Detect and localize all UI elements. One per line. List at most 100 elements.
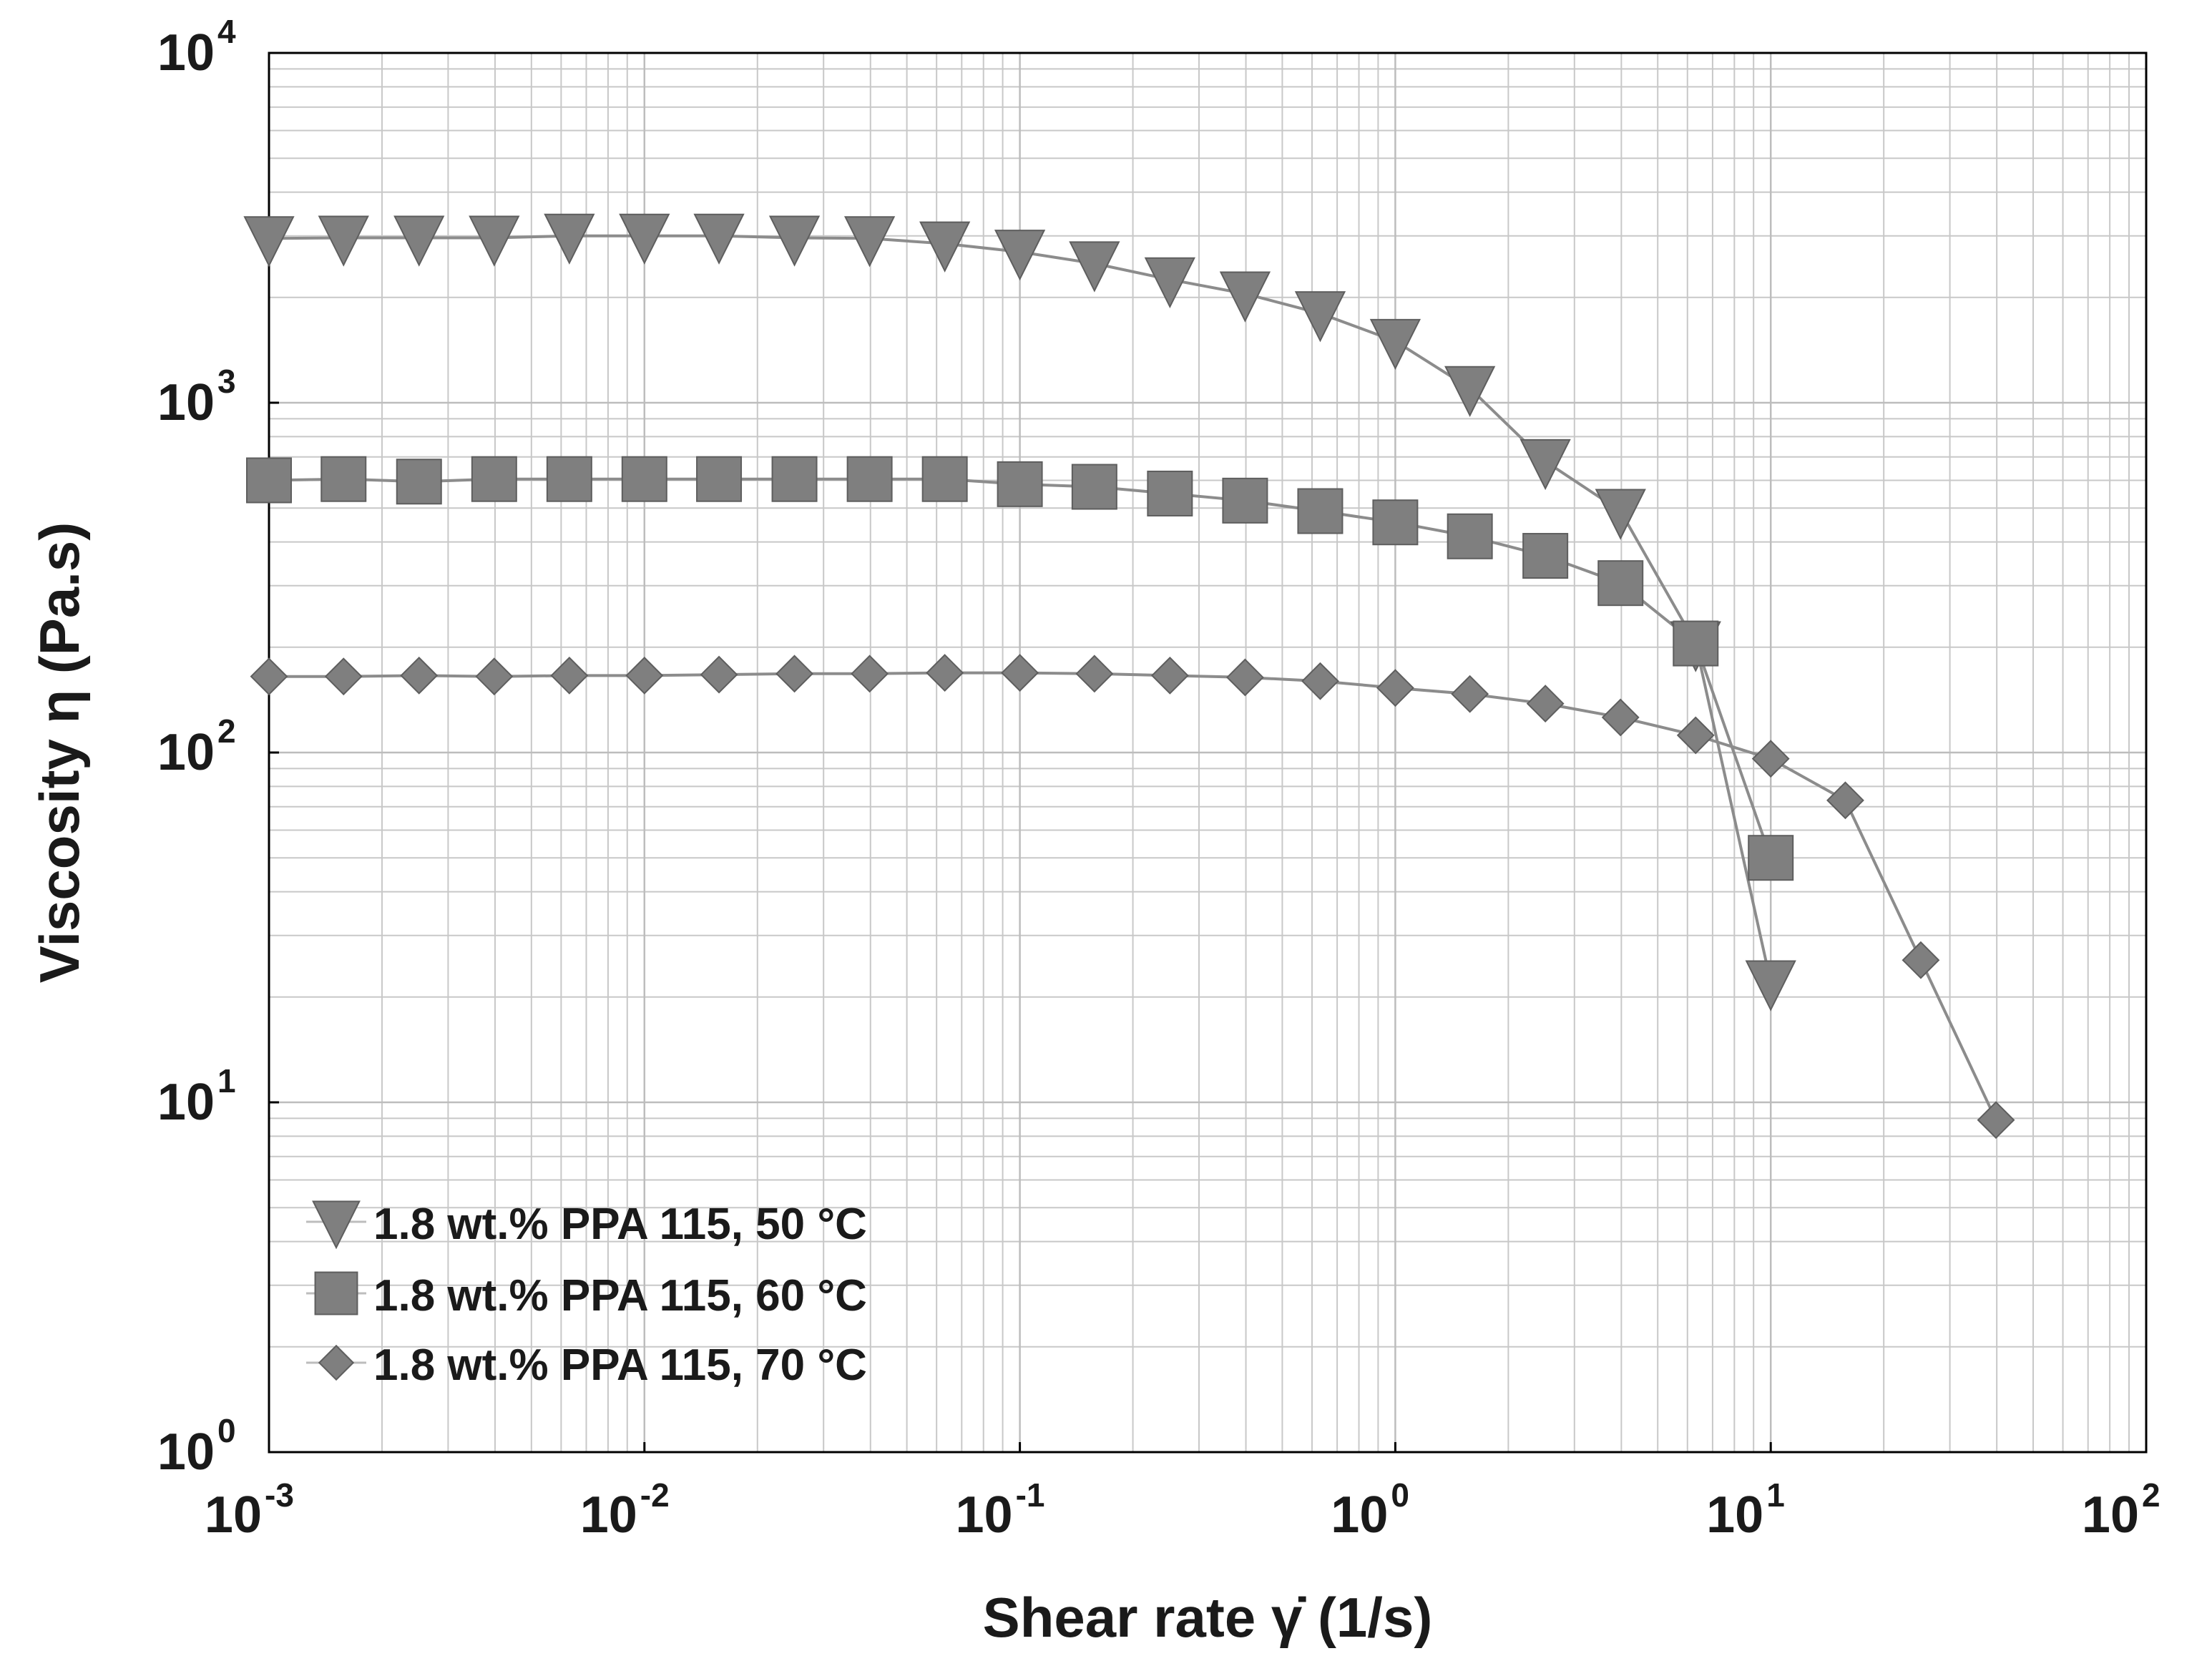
- x-tick-label-base: 10: [1331, 1486, 1388, 1544]
- data-point-square: [546, 456, 592, 502]
- data-point-triangle-down: [844, 216, 896, 268]
- data-point-triangle-down: [1444, 366, 1496, 417]
- data-point-diamond: [1751, 740, 1790, 778]
- x-tick-label-exponent: -1: [1016, 1476, 1045, 1514]
- data-point-square: [846, 456, 893, 502]
- x-tick-label-exponent: -2: [640, 1476, 670, 1514]
- data-point-diamond: [926, 654, 964, 692]
- x-tick-label-base: 10: [580, 1486, 637, 1544]
- data-point-triangle-down: [994, 230, 1046, 281]
- data-point-square: [1071, 464, 1117, 510]
- data-point-triangle-down: [1219, 271, 1271, 323]
- data-point-diamond: [775, 655, 813, 693]
- y-tick-label-exponent: 1: [217, 1062, 236, 1099]
- data-point-triangle-down: [243, 216, 295, 268]
- data-point-square: [1147, 470, 1193, 516]
- data-point-triangle-down: [1745, 960, 1796, 1011]
- data-point-square: [1522, 533, 1569, 579]
- data-point-triangle-down: [469, 215, 520, 267]
- data-point-square: [696, 456, 743, 502]
- axis-ticks: [268, 52, 2148, 1454]
- data-point-triangle-down: [318, 215, 369, 267]
- series-markers: [243, 213, 2015, 1140]
- y-tick-label-base: 10: [157, 1424, 215, 1481]
- major-gridlines: [268, 53, 2146, 1454]
- data-point-diamond: [1075, 655, 1114, 693]
- data-point-triangle-down: [1595, 489, 1646, 540]
- data-point-square: [621, 456, 667, 502]
- y-tick-label-base: 10: [157, 1074, 215, 1131]
- data-point-diamond: [1902, 941, 1940, 979]
- y-tick-label: 10 0: [157, 1412, 236, 1481]
- x-tick-label: 10 -1: [956, 1476, 1045, 1544]
- data-point-square: [320, 456, 367, 502]
- y-tick-label-exponent: 4: [217, 13, 236, 50]
- legend-item: 1.8 wt.% PPA 115, 60 °C: [306, 1271, 867, 1321]
- x-tick-label-exponent: 0: [1391, 1476, 1409, 1514]
- x-tick-label-base: 10: [1706, 1486, 1763, 1544]
- data-point-square: [1673, 620, 1719, 667]
- y-tick-label-base: 10: [157, 724, 215, 781]
- x-tick-label-base: 10: [2082, 1486, 2139, 1544]
- data-point-diamond: [475, 657, 514, 696]
- y-tick-label: 10 1: [157, 1062, 236, 1131]
- legend-label: 1.8 wt.% PPA 115, 60 °C: [373, 1271, 867, 1321]
- data-point-diamond: [400, 656, 439, 695]
- data-point-diamond: [1601, 698, 1640, 737]
- data-point-diamond: [550, 656, 589, 695]
- y-tick-label: 10 3: [157, 363, 236, 431]
- data-point-square: [1447, 513, 1493, 559]
- data-point-square: [1297, 488, 1344, 534]
- y-tick-label-base: 10: [157, 374, 215, 431]
- x-tick-label: 10 -2: [580, 1476, 670, 1544]
- legend-item: 1.8 wt.% PPA 115, 70 °C: [306, 1341, 867, 1390]
- data-point-diamond: [1676, 716, 1715, 755]
- y-tick-label-exponent: 0: [217, 1412, 236, 1449]
- data-point-square: [471, 456, 517, 502]
- y-tick-label: 10 4: [157, 13, 236, 82]
- data-point-diamond: [250, 657, 288, 696]
- x-tick-label: 10 0: [1331, 1476, 1409, 1544]
- data-point-diamond: [1226, 658, 1264, 697]
- data-point-square: [1372, 499, 1419, 546]
- data-point-square: [1748, 835, 1794, 881]
- legend: 1.8 wt.% PPA 115, 50 °C 1.8 wt.% PPA 115,…: [306, 1200, 867, 1390]
- x-tick-label: 10 2: [2082, 1476, 2160, 1544]
- data-point-diamond: [1977, 1101, 2015, 1140]
- x-tick-label-exponent: -3: [265, 1476, 294, 1514]
- data-point-triangle-down: [768, 215, 821, 267]
- x-tick-label-base: 10: [205, 1486, 262, 1544]
- data-point-diamond: [851, 655, 889, 693]
- data-point-diamond: [1150, 656, 1189, 695]
- x-tick-label-exponent: 2: [2142, 1476, 2160, 1514]
- legend-swatch-square: [314, 1271, 358, 1315]
- data-point-diamond: [700, 655, 738, 694]
- data-point-diamond: [1451, 675, 1489, 713]
- y-axis-title: Viscosity η (Pa.s): [28, 522, 91, 984]
- data-point-diamond: [1376, 669, 1414, 707]
- data-point-triangle-down: [544, 213, 595, 265]
- legend-swatch-triangle-down: [312, 1200, 361, 1250]
- data-point-square: [921, 456, 968, 502]
- data-point-diamond: [1001, 654, 1039, 692]
- x-axis-title: Shear rate γ̇ (1/s): [983, 1586, 1433, 1649]
- y-tick-label-exponent: 2: [217, 712, 236, 750]
- x-tick-label-base: 10: [956, 1486, 1013, 1544]
- legend-label: 1.8 wt.% PPA 115, 70 °C: [373, 1341, 867, 1390]
- data-point-triangle-down: [1369, 318, 1421, 371]
- legend-swatch-diamond: [318, 1344, 355, 1381]
- data-point-square: [1222, 477, 1268, 524]
- x-tick-label-exponent: 1: [1766, 1476, 1785, 1514]
- data-point-triangle-down: [693, 213, 745, 265]
- data-point-diamond: [1301, 662, 1339, 700]
- y-tick-label-exponent: 3: [217, 363, 236, 400]
- x-axis-tick-labels: 10 -3 10 -2 10 -1 10 0 10 1 10 2: [205, 1476, 2160, 1544]
- data-point-square: [396, 459, 442, 505]
- data-point-triangle-down: [1519, 438, 1571, 491]
- data-point-diamond: [625, 656, 664, 695]
- data-point-diamond: [1826, 781, 1864, 820]
- data-point-diamond: [1526, 685, 1565, 723]
- y-tick-label-base: 10: [157, 24, 215, 82]
